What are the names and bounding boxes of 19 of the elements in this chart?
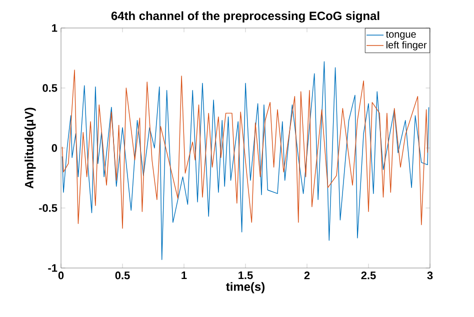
y-tick-label: 1 [52, 24, 58, 32]
y-tick-label: 0.5 [42, 84, 58, 92]
legend-label: tongue [386, 31, 416, 40]
y-axis-title: Amplitude(μV) [24, 108, 36, 189]
y-tick-label: -0.5 [39, 204, 58, 212]
x-tick-label: 0 [58, 272, 64, 280]
line-series [62, 70, 428, 229]
y-tick-label: 0 [52, 144, 58, 152]
line-series [62, 61, 430, 260]
x-tick-label: 1 [182, 272, 187, 280]
x-tick-label: 2.5 [361, 272, 376, 280]
chart-title: 64th channel of the preprocessing ECoG signal [111, 11, 380, 22]
x-tick-label: 2 [304, 272, 310, 280]
x-tick-label: 0.5 [115, 272, 130, 280]
y-tick-label: -1 [48, 264, 58, 272]
x-axis-title: time(s) [226, 282, 265, 294]
legend-label: left finger [386, 41, 427, 50]
x-tick-label: 3 [427, 272, 433, 280]
x-tick-label: 1.5 [238, 272, 253, 280]
